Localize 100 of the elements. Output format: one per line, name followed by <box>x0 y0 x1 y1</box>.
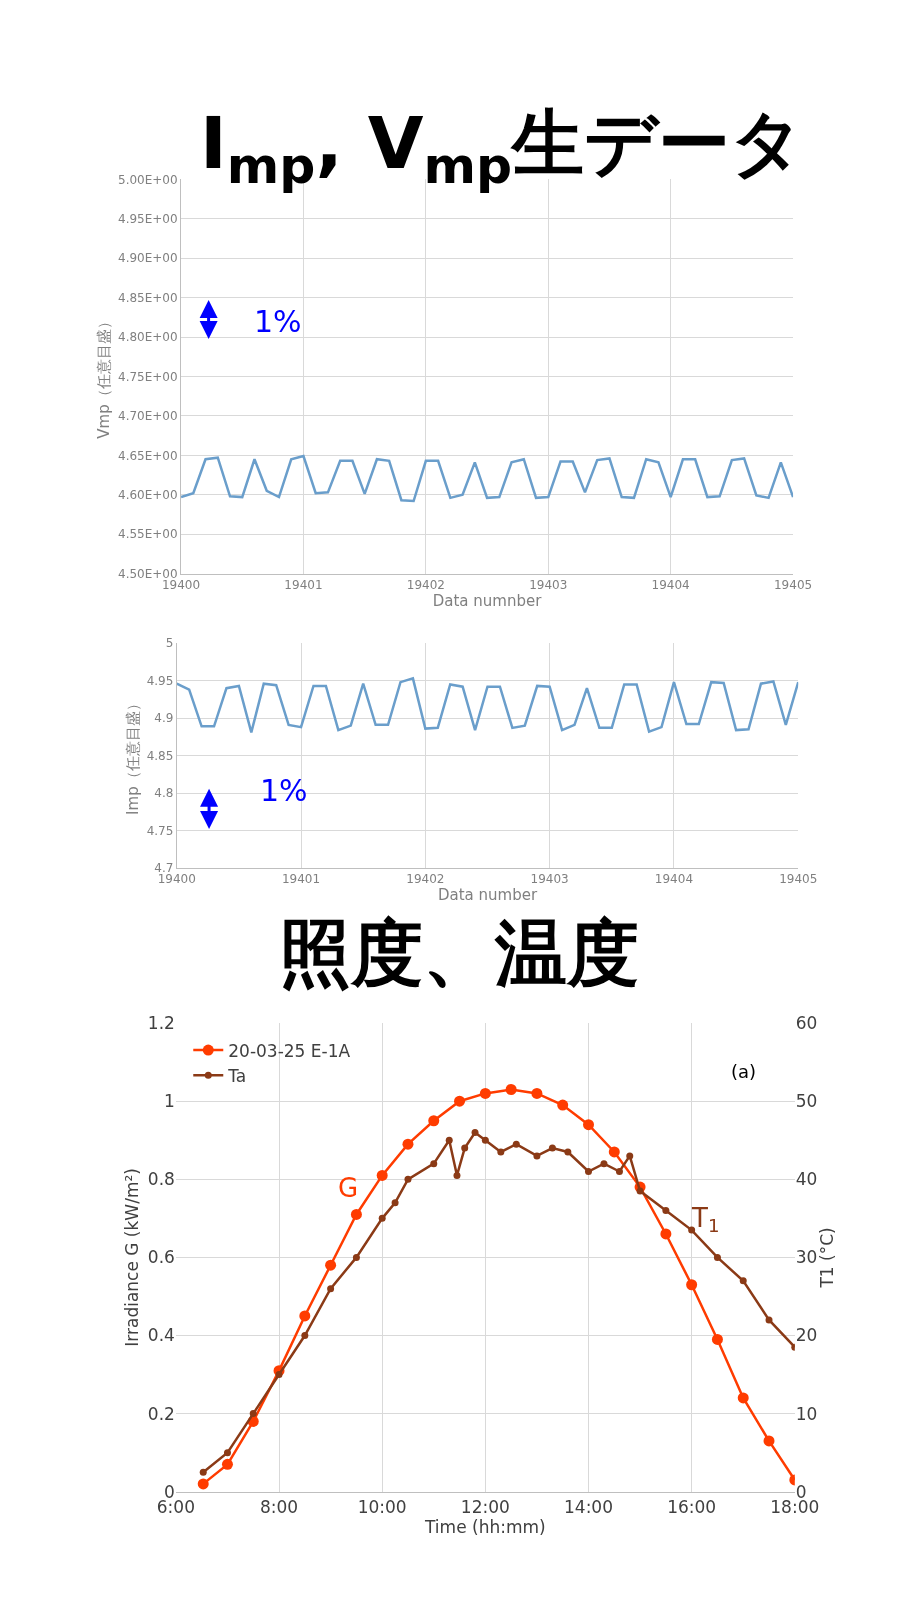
point <box>445 1136 453 1144</box>
point <box>199 1468 207 1476</box>
legend-label: Ta <box>227 1065 247 1086</box>
point <box>428 1115 440 1127</box>
y2-axis-title: T1 (°C) <box>817 1227 838 1289</box>
x-tick-label: 19403 <box>529 577 568 592</box>
y-tick-label: 4.55E+00 <box>118 527 178 542</box>
point <box>583 1119 594 1131</box>
point <box>402 1138 414 1150</box>
annotation: 1% <box>254 304 302 339</box>
point <box>737 1392 749 1404</box>
x-tick-label: 19405 <box>773 577 813 592</box>
y-tick-label: 5 <box>165 636 174 651</box>
line-series <box>176 677 799 734</box>
x-axis-title: Data number <box>437 886 538 905</box>
x-tick-label: 19405 <box>779 872 818 887</box>
x-tick-label: 19402 <box>406 872 445 887</box>
y-tick-label: 4.60E+00 <box>118 487 178 502</box>
point <box>223 1449 231 1457</box>
point <box>352 1253 360 1261</box>
y2-tick-label: 60 <box>795 1013 818 1034</box>
y-tick-label: 1 <box>164 1091 175 1112</box>
x-tick-label: 10:00 <box>357 1497 407 1518</box>
point <box>376 1169 388 1181</box>
y-tick-label: 0.6 <box>147 1247 175 1268</box>
y-tick-label: 0.2 <box>147 1403 175 1424</box>
y-tick-label: 4.75 <box>146 823 174 838</box>
x-tick-label: 19401 <box>284 577 323 592</box>
y-tick-label: 4.85 <box>146 748 174 763</box>
y-tick-label: 4.70E+00 <box>118 409 178 424</box>
point <box>430 1160 438 1168</box>
y2-tick-label: 50 <box>795 1091 818 1112</box>
point <box>739 1277 747 1285</box>
point <box>512 1140 520 1148</box>
point <box>600 1160 608 1168</box>
x-tick-label: 19400 <box>157 872 196 887</box>
point <box>711 1333 723 1345</box>
point <box>249 1410 257 1418</box>
point <box>453 1171 461 1179</box>
annotation: T$_{1}$ <box>691 1203 720 1237</box>
point <box>378 1214 386 1222</box>
annotation: (a) <box>731 1061 757 1082</box>
y-axis-title: Vmp（任意目盛） <box>95 314 114 439</box>
point <box>404 1175 412 1183</box>
point <box>763 1435 775 1447</box>
point <box>299 1310 311 1322</box>
x-tick-label: 6:00 <box>156 1497 195 1518</box>
point <box>688 1226 696 1234</box>
y-tick-label: 4.75E+00 <box>118 369 178 384</box>
x-tick-label: 19404 <box>651 577 690 592</box>
x-axis-title: Time (hh:mm) <box>424 1517 546 1538</box>
point <box>391 1199 399 1207</box>
y-tick-label: 4.9 <box>154 711 174 726</box>
x-tick-label: 16:00 <box>667 1497 717 1518</box>
x-tick-label: 19403 <box>530 872 569 887</box>
point <box>686 1279 698 1291</box>
point <box>275 1371 283 1379</box>
y-tick-label: 4.8 <box>154 786 174 801</box>
y-tick-label: 4.65E+00 <box>118 448 178 463</box>
point <box>557 1099 569 1111</box>
x-tick-label: 18:00 <box>770 1497 820 1518</box>
y2-tick-label: 20 <box>795 1325 818 1346</box>
point <box>531 1087 543 1099</box>
x-tick-label: 12:00 <box>460 1497 510 1518</box>
point <box>221 1458 233 1470</box>
y-tick-label: 1.2 <box>147 1013 175 1034</box>
x-tick-label: 19402 <box>406 577 445 592</box>
point <box>626 1152 634 1160</box>
point <box>197 1478 209 1490</box>
point <box>461 1144 469 1152</box>
point <box>479 1087 491 1099</box>
y-tick-label: 4.90E+00 <box>118 251 178 266</box>
point <box>662 1207 670 1215</box>
point <box>765 1316 773 1324</box>
point <box>533 1152 541 1160</box>
x-tick-label: 8:00 <box>259 1497 299 1518</box>
point <box>481 1136 489 1144</box>
legend-label: 20-03-25 E-1A <box>228 1040 351 1061</box>
point <box>713 1253 721 1261</box>
y2-tick-label: 40 <box>795 1169 818 1190</box>
y-tick-label: 4.80E+00 <box>118 330 178 345</box>
y2-tick-label: 10 <box>795 1403 818 1424</box>
point <box>350 1208 362 1220</box>
point <box>585 1168 592 1175</box>
line-series <box>181 454 794 503</box>
y-tick-label: 0.4 <box>147 1325 175 1346</box>
x-tick-label: 19404 <box>654 872 694 887</box>
annotation: G <box>338 1173 359 1203</box>
point <box>660 1228 672 1240</box>
y-tick-label: 4.95E+00 <box>118 212 178 226</box>
point <box>454 1095 466 1107</box>
chart-title: 照度、温度 <box>279 911 639 995</box>
y-axis-title: Irradiance G (kW/m²) <box>122 1168 143 1347</box>
chart-title: I$_{mp}$, V$_{mp}$生データ <box>200 101 805 196</box>
x-axis-title: Data numnber <box>432 591 543 610</box>
x-tick-label: 19401 <box>281 872 321 887</box>
point <box>548 1144 556 1152</box>
point <box>327 1285 335 1293</box>
point <box>301 1332 309 1339</box>
point <box>505 1084 517 1095</box>
